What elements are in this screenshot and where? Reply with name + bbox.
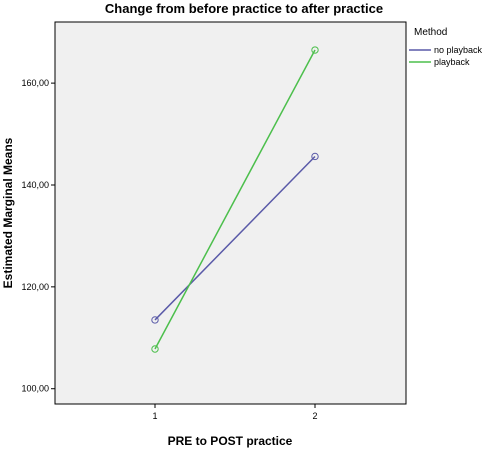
series-line	[154, 155, 316, 321]
chart-title: Change from before practice to after pra…	[105, 1, 383, 16]
y-tick-label: 140,00	[21, 180, 49, 190]
x-tick-label: 1	[152, 411, 157, 421]
y-axis: 100,00 120,00 140,00 160,00	[21, 78, 55, 394]
legend: no playback playback	[409, 45, 483, 67]
data-point	[311, 46, 319, 54]
data-point	[151, 345, 159, 353]
plot-area	[54, 21, 407, 405]
x-axis-label: PRE to POST practice	[168, 434, 293, 448]
series-group	[151, 46, 319, 353]
y-tick-label: 160,00	[21, 78, 49, 88]
legend-title: Method	[414, 27, 447, 38]
series-line	[154, 49, 316, 350]
y-axis-label: Estimated Marginal Means	[1, 137, 15, 288]
y-tick-label: 100,00	[21, 384, 49, 394]
x-tick-label: 2	[312, 411, 317, 421]
legend-label: playback	[434, 57, 470, 67]
legend-label: no playback	[434, 45, 483, 55]
data-point	[311, 152, 319, 161]
y-tick-label: 120,00	[21, 282, 49, 292]
data-point	[151, 316, 159, 324]
